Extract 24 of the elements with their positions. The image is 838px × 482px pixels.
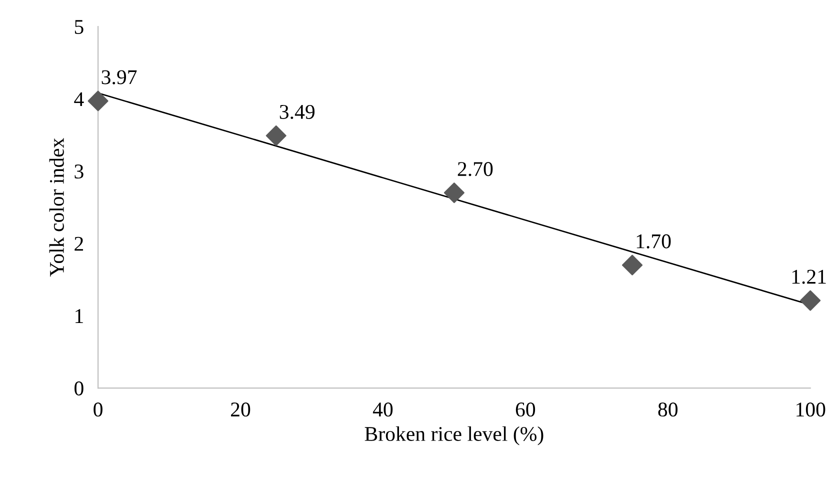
y-tick-label: 5 [74,20,84,34]
data-label: 2.70 [458,162,493,176]
point [800,290,821,311]
x-tick-label: 60 [516,402,536,417]
data-label: 1.70 [636,234,671,248]
x-tick-label: 40 [372,402,393,417]
y-tick-label: 0 [74,381,84,396]
point [266,125,286,146]
x-axis-title: Broken rice level (%) [364,426,544,446]
y-tick-label: 4 [74,92,84,106]
x-tick-label: 80 [658,402,678,417]
point [444,182,464,204]
x-tick-label: 100 [796,402,826,417]
x-tick-label: 0 [94,402,102,417]
data-label: 1.21 [792,270,826,284]
point [622,254,643,276]
point [88,90,108,112]
y-tick-label: 2 [74,236,84,251]
data-label: 3.97 [102,70,137,84]
y-tick-label: 3 [74,164,84,179]
x-tick-label: 20 [231,402,250,417]
data-label: 3.49 [280,104,315,120]
y-axis-title: Yolk color index [49,138,64,277]
y-tick-label: 1 [76,309,83,323]
